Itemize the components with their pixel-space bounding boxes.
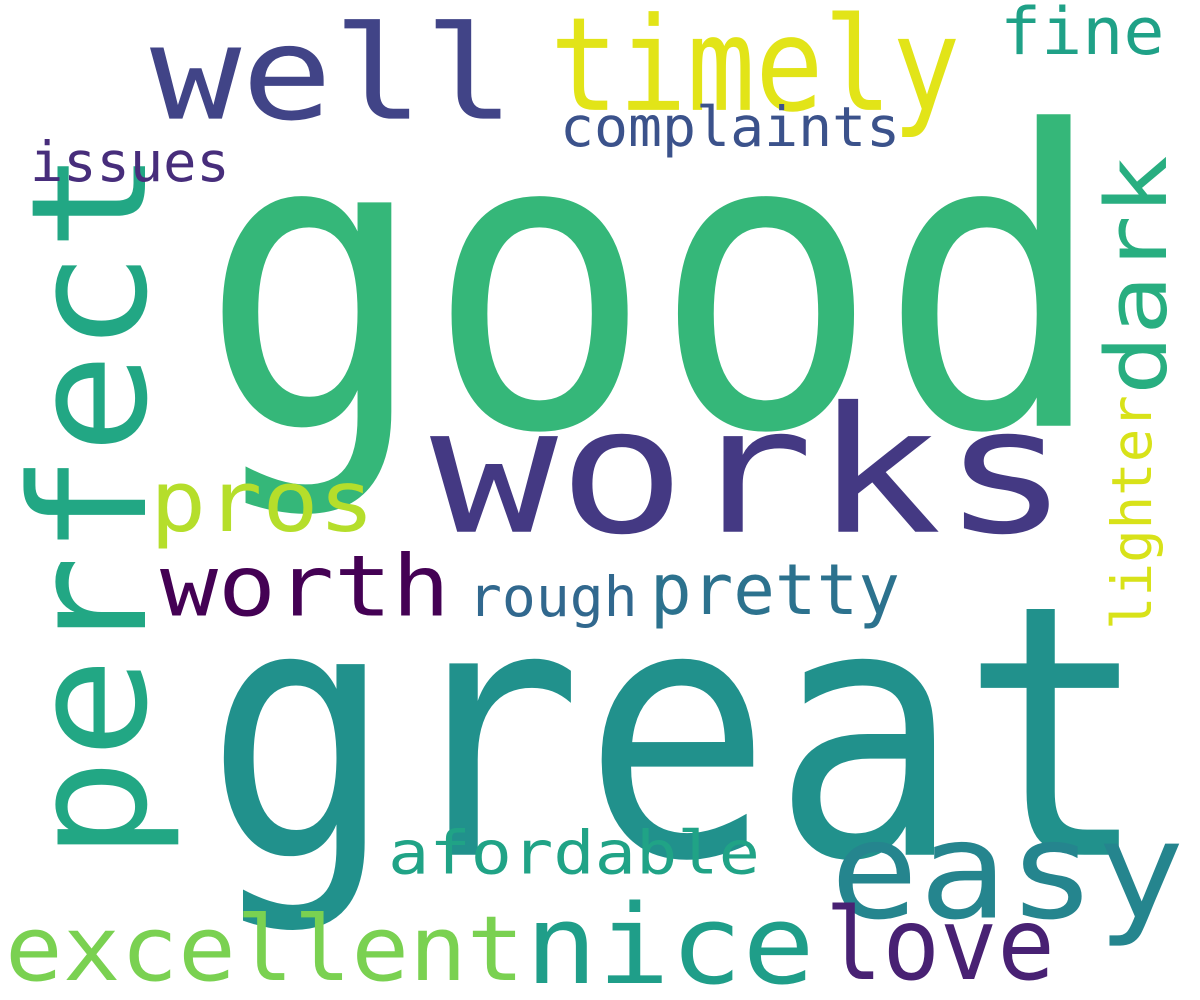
word-pros: pros xyxy=(150,453,375,552)
word-great: great xyxy=(205,531,1150,939)
word-good: good xyxy=(200,45,1106,523)
word-afordable: afordable xyxy=(388,817,760,888)
word-fine: fine xyxy=(1000,0,1165,70)
word-love: love xyxy=(825,886,1055,1000)
word-works: works xyxy=(430,370,1070,574)
word-issues: issues xyxy=(30,130,230,194)
word-well: well xyxy=(150,0,516,151)
word-dark: dark xyxy=(1088,155,1187,395)
word-pretty: pretty xyxy=(650,549,900,631)
word-lighter: lighter xyxy=(1100,395,1164,630)
word-worth: worth xyxy=(160,537,450,637)
word-easy: easy xyxy=(830,793,1185,951)
word-complaints: complaints xyxy=(560,95,901,159)
word-rough: rough xyxy=(468,565,638,629)
word-timely: timely xyxy=(550,0,961,141)
word-excellent: excellent xyxy=(5,897,525,1000)
word-nice: nice xyxy=(525,881,815,1000)
word-perfect: perfect xyxy=(0,149,183,861)
